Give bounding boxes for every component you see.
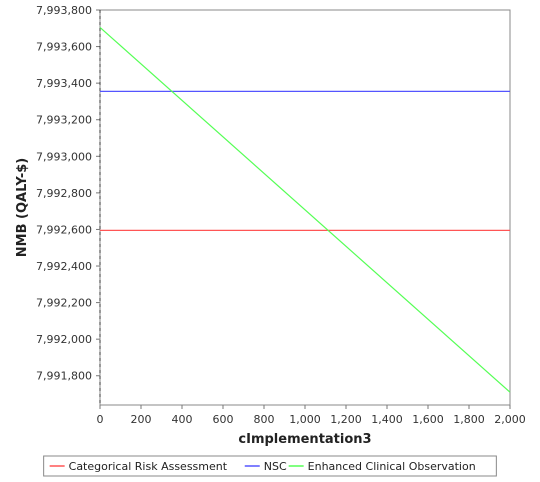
x-axis: 0 200 400 600 800 1,000 1,200 1,400 1,600 1,800 2,… — [97, 10, 526, 426]
y-tick-label: 7,993,400 — [36, 77, 92, 90]
x-tick-label: 400 — [172, 413, 193, 426]
x-tick-label: 1,200 — [330, 413, 362, 426]
y-tick-label: 7,991,800 — [36, 370, 92, 383]
x-tick-label: 600 — [213, 413, 234, 426]
y-axis: 7,991,800 7,992,000 7,992,200 7,992,400 7,99… — [36, 4, 100, 383]
x-tick-label: 800 — [254, 413, 275, 426]
x-tick-label: 200 — [131, 413, 152, 426]
series-layer — [99, 26, 511, 393]
y-tick-label: 7,992,800 — [36, 187, 92, 200]
series-line-3 — [99, 26, 511, 393]
y-tick-label: 7,993,800 — [36, 4, 92, 17]
legend: Categorical Risk Assessment NSC Enhanced C… — [43, 455, 497, 477]
x-tick-label: 1,400 — [371, 413, 403, 426]
x-tick-label: 1,600 — [412, 413, 444, 426]
legend-label-1: Categorical Risk Assessment — [69, 460, 228, 473]
x-tick-label: 0 — [97, 413, 104, 426]
plot-area — [99, 9, 511, 406]
legend-label-3: Enhanced Clinical Observation — [308, 460, 476, 473]
x-axis-title: cImplementation3 — [238, 432, 371, 447]
y-tick-label: 7,992,200 — [36, 297, 92, 310]
y-tick-label: 7,992,600 — [36, 223, 92, 236]
y-axis-title: NMB (QALY-$) — [15, 158, 30, 257]
x-tick-label: 1,800 — [453, 413, 485, 426]
y-tick-label: 7,993,600 — [36, 41, 92, 54]
y-tick-label: 7,992,400 — [36, 260, 92, 273]
y-tick-label: 7,993,000 — [36, 150, 92, 163]
y-tick-label: 7,993,200 — [36, 114, 92, 127]
legend-label-2: NSC — [264, 460, 287, 473]
y-tick-label: 7,992,000 — [36, 333, 92, 346]
legend-box — [43, 455, 497, 477]
x-tick-label: 1,000 — [289, 413, 321, 426]
x-tick-label: 2,000 — [494, 413, 526, 426]
